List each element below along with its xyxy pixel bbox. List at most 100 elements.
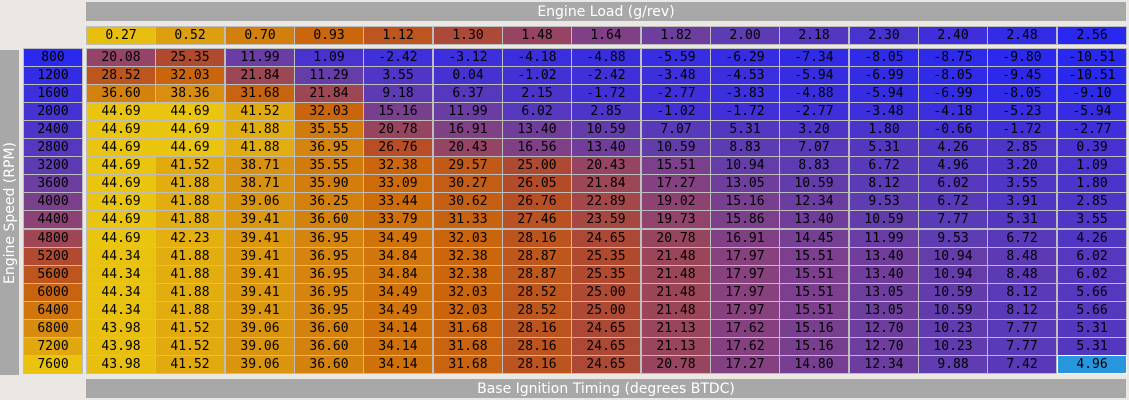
table-cell[interactable]: 17.97: [710, 265, 780, 284]
table-cell[interactable]: 16.56: [502, 138, 572, 157]
load-header-cell[interactable]: 1.12: [363, 26, 433, 45]
table-cell[interactable]: 21.13: [641, 337, 711, 356]
table-cell[interactable]: 39.41: [225, 229, 295, 248]
table-cell[interactable]: 10.23: [918, 337, 988, 356]
table-cell[interactable]: 44.69: [86, 102, 156, 121]
table-cell[interactable]: 43.98: [86, 355, 156, 374]
table-cell[interactable]: 10.94: [710, 156, 780, 175]
table-cell[interactable]: 24.65: [571, 229, 641, 248]
rpm-header-cell[interactable]: 6400: [23, 301, 83, 320]
table-cell[interactable]: 41.88: [225, 120, 295, 139]
table-cell[interactable]: 44.69: [86, 120, 156, 139]
table-cell[interactable]: 21.84: [571, 174, 641, 193]
table-cell[interactable]: 41.52: [155, 319, 225, 338]
load-header-cell[interactable]: 0.93: [294, 26, 364, 45]
table-cell[interactable]: 33.79: [363, 210, 433, 229]
table-cell[interactable]: 31.33: [433, 210, 503, 229]
table-cell[interactable]: 39.06: [225, 319, 295, 338]
table-cell[interactable]: 13.05: [849, 301, 919, 320]
table-cell[interactable]: 13.40: [571, 138, 641, 157]
table-cell[interactable]: 38.36: [155, 84, 225, 103]
table-cell[interactable]: 23.59: [571, 210, 641, 229]
table-cell[interactable]: 6.72: [987, 229, 1057, 248]
table-cell[interactable]: 13.40: [779, 210, 849, 229]
table-cell[interactable]: 17.27: [641, 174, 711, 193]
table-cell[interactable]: -6.29: [710, 48, 780, 67]
table-cell[interactable]: 5.31: [710, 120, 780, 139]
load-header-cell[interactable]: 1.64: [571, 26, 641, 45]
table-cell[interactable]: 9.53: [849, 192, 919, 211]
table-cell[interactable]: 39.41: [225, 283, 295, 302]
table-cell[interactable]: 12.34: [849, 355, 919, 374]
table-cell[interactable]: 43.98: [86, 319, 156, 338]
table-cell[interactable]: 34.14: [363, 319, 433, 338]
table-cell[interactable]: 15.51: [641, 156, 711, 175]
table-cell[interactable]: 15.16: [779, 337, 849, 356]
table-cell[interactable]: 32.03: [433, 229, 503, 248]
table-cell[interactable]: 17.97: [710, 283, 780, 302]
table-cell[interactable]: 20.43: [433, 138, 503, 157]
table-cell[interactable]: 44.69: [155, 120, 225, 139]
table-cell[interactable]: 7.07: [641, 120, 711, 139]
table-cell[interactable]: 38.71: [225, 156, 295, 175]
table-cell[interactable]: 10.23: [918, 319, 988, 338]
table-cell[interactable]: 7.77: [918, 210, 988, 229]
table-cell[interactable]: -6.99: [849, 66, 919, 85]
table-cell[interactable]: -8.05: [849, 48, 919, 67]
table-cell[interactable]: -5.94: [849, 84, 919, 103]
table-cell[interactable]: -6.99: [918, 84, 988, 103]
table-cell[interactable]: -9.80: [987, 48, 1057, 67]
rpm-header-cell[interactable]: 5200: [23, 247, 83, 266]
load-header-cell[interactable]: 2.18: [779, 26, 849, 45]
table-cell[interactable]: 28.52: [502, 301, 572, 320]
table-cell[interactable]: 7.07: [779, 138, 849, 157]
table-cell[interactable]: 2.85: [571, 102, 641, 121]
table-cell[interactable]: 36.95: [294, 138, 364, 157]
table-cell[interactable]: 9.53: [918, 229, 988, 248]
table-cell[interactable]: 32.03: [433, 283, 503, 302]
table-cell[interactable]: 3.55: [363, 66, 433, 85]
table-cell[interactable]: 5.31: [1057, 337, 1127, 356]
table-cell[interactable]: -9.45: [987, 66, 1057, 85]
table-cell[interactable]: -10.51: [1057, 48, 1127, 67]
table-cell[interactable]: 21.48: [641, 247, 711, 266]
table-cell[interactable]: -3.48: [641, 66, 711, 85]
table-cell[interactable]: 36.60: [86, 84, 156, 103]
table-cell[interactable]: 9.18: [363, 84, 433, 103]
table-cell[interactable]: 44.34: [86, 283, 156, 302]
table-cell[interactable]: -1.02: [502, 66, 572, 85]
table-cell[interactable]: 15.16: [363, 102, 433, 121]
table-cell[interactable]: 27.46: [502, 210, 572, 229]
rpm-header-cell[interactable]: 5600: [23, 265, 83, 284]
table-cell[interactable]: 39.41: [225, 265, 295, 284]
table-cell[interactable]: 39.06: [225, 192, 295, 211]
table-cell[interactable]: 32.38: [363, 156, 433, 175]
load-header-cell[interactable]: 2.56: [1057, 26, 1127, 45]
table-cell[interactable]: 28.87: [502, 247, 572, 266]
table-cell[interactable]: 20.78: [641, 229, 711, 248]
table-cell[interactable]: -2.42: [571, 66, 641, 85]
table-cell[interactable]: 13.40: [502, 120, 572, 139]
table-cell[interactable]: 41.52: [155, 337, 225, 356]
table-cell[interactable]: 21.84: [225, 66, 295, 85]
table-cell[interactable]: 32.03: [433, 301, 503, 320]
table-cell[interactable]: 39.41: [225, 301, 295, 320]
table-cell[interactable]: 13.05: [710, 174, 780, 193]
table-cell[interactable]: -2.77: [1057, 120, 1127, 139]
rpm-header-cell[interactable]: 3600: [23, 174, 83, 193]
table-cell[interactable]: 12.34: [779, 192, 849, 211]
table-cell[interactable]: 12.70: [849, 337, 919, 356]
table-cell[interactable]: 10.59: [918, 283, 988, 302]
table-cell[interactable]: 6.02: [1057, 247, 1127, 266]
table-cell[interactable]: 39.06: [225, 355, 295, 374]
table-cell[interactable]: 8.48: [987, 247, 1057, 266]
table-cell[interactable]: 15.51: [779, 301, 849, 320]
table-cell[interactable]: 7.77: [987, 337, 1057, 356]
table-cell[interactable]: 10.59: [918, 301, 988, 320]
table-cell[interactable]: -1.72: [710, 102, 780, 121]
table-cell[interactable]: 36.95: [294, 283, 364, 302]
table-cell[interactable]: 25.35: [571, 265, 641, 284]
table-cell[interactable]: 5.31: [849, 138, 919, 157]
table-cell[interactable]: 36.95: [294, 229, 364, 248]
table-cell[interactable]: 28.87: [502, 265, 572, 284]
